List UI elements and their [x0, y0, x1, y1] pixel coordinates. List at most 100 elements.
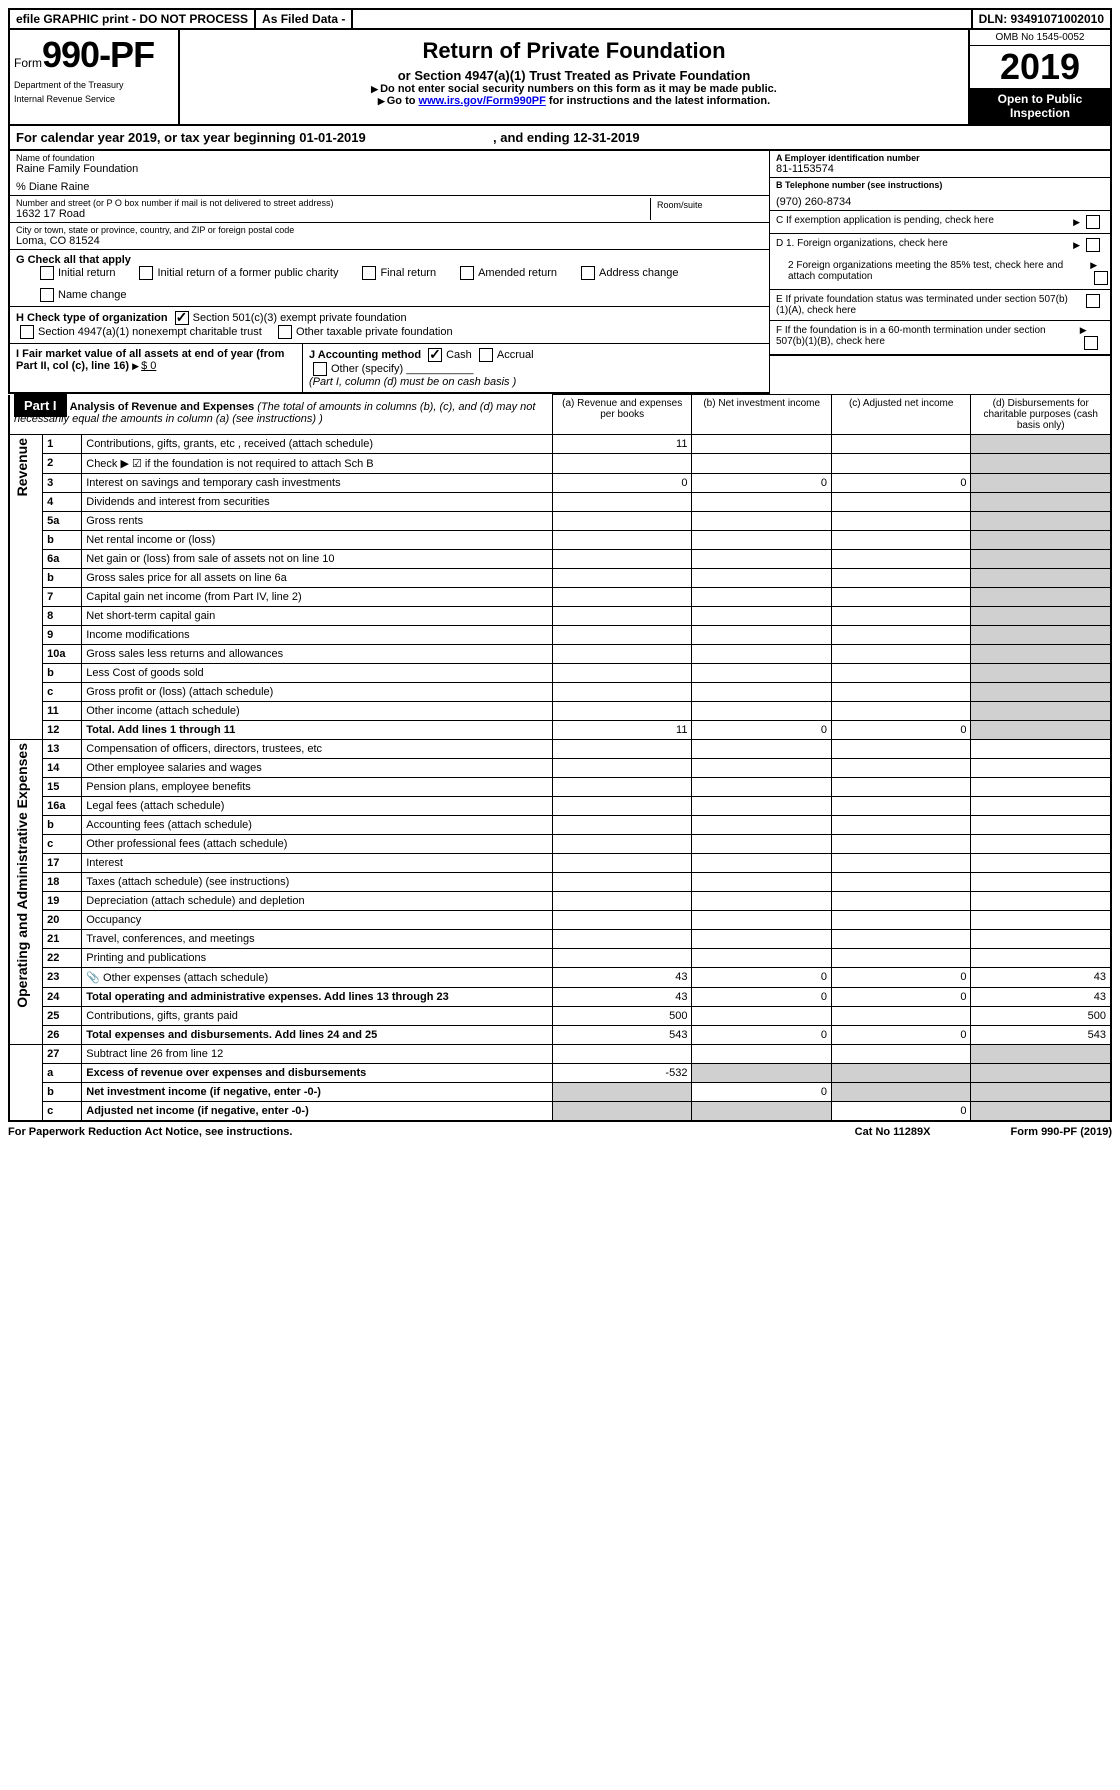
checkbox-other-taxable[interactable]: [278, 325, 292, 339]
table-cell: [552, 512, 692, 531]
table-cell: 43: [552, 988, 692, 1007]
table-cell: 43: [971, 968, 1111, 988]
row-desc: Gross sales price for all assets on line…: [82, 569, 553, 588]
table-cell: [831, 1007, 971, 1026]
row-num: c: [43, 835, 82, 854]
checkbox-f[interactable]: [1084, 336, 1098, 350]
irs-link[interactable]: www.irs.gov/Form990PF: [419, 95, 546, 107]
table-row: 21Travel, conferences, and meetings: [9, 930, 1111, 949]
row-num: b: [43, 569, 82, 588]
table-cell: [552, 797, 692, 816]
checkbox-d2[interactable]: [1094, 271, 1108, 285]
attachment-icon[interactable]: 📎: [86, 972, 100, 984]
table-cell: 0: [831, 1026, 971, 1045]
city-value: Loma, CO 81524: [16, 235, 763, 247]
row-desc: Less Cost of goods sold: [82, 664, 553, 683]
table-cell: [971, 778, 1111, 797]
row-num: 25: [43, 1007, 82, 1026]
checkbox-amended[interactable]: [460, 266, 474, 280]
table-cell: 0: [692, 721, 832, 740]
table-cell: 43: [971, 988, 1111, 1007]
checkbox-e[interactable]: [1086, 294, 1100, 308]
table-cell: [692, 1064, 832, 1083]
table-cell: 0: [692, 1026, 832, 1045]
row-num: a: [43, 1064, 82, 1083]
table-cell: [831, 1083, 971, 1102]
checkbox-cash[interactable]: [428, 348, 442, 362]
footer-right: Form 990-PF (2019): [1011, 1126, 1113, 1138]
table-cell: [831, 911, 971, 930]
dept-treasury: Department of the Treasury: [14, 80, 174, 90]
checkbox-accrual[interactable]: [479, 348, 493, 362]
table-cell: [692, 816, 832, 835]
checkbox-initial[interactable]: [40, 266, 54, 280]
table-cell: [831, 1045, 971, 1064]
table-cell: [831, 435, 971, 454]
checkbox-501c3[interactable]: [175, 311, 189, 325]
table-cell: [552, 911, 692, 930]
checkbox-c[interactable]: [1086, 215, 1100, 229]
table-cell: [692, 512, 832, 531]
table-cell: [692, 454, 832, 474]
table-cell: [692, 911, 832, 930]
row-num: 21: [43, 930, 82, 949]
checkbox-d1[interactable]: [1086, 238, 1100, 252]
table-cell: [552, 949, 692, 968]
table-cell: [971, 569, 1111, 588]
table-cell: [971, 949, 1111, 968]
table-row: 19Depreciation (attach schedule) and dep…: [9, 892, 1111, 911]
row-num: c: [43, 1102, 82, 1122]
checkbox-initial-former[interactable]: [139, 266, 153, 280]
footer-mid: Cat No 11289X: [855, 1126, 931, 1138]
checkbox-other-method[interactable]: [313, 362, 327, 376]
open-inspection: Open to Public Inspection: [970, 88, 1110, 124]
table-cell: [971, 435, 1111, 454]
row-desc: Gross profit or (loss) (attach schedule): [82, 683, 553, 702]
row-num: b: [43, 664, 82, 683]
checkbox-address[interactable]: [581, 266, 595, 280]
table-row: 9Income modifications: [9, 626, 1111, 645]
row-num: 22: [43, 949, 82, 968]
table-cell: [692, 531, 832, 550]
table-cell: [971, 740, 1111, 759]
row-desc: Interest: [82, 854, 553, 873]
table-cell: [831, 873, 971, 892]
table-cell: [831, 588, 971, 607]
part1-table: Part I Analysis of Revenue and Expenses …: [8, 394, 1112, 1122]
top-bar: efile GRAPHIC print - DO NOT PROCESS As …: [8, 8, 1112, 30]
row-desc: Net investment income (if negative, ente…: [82, 1083, 553, 1102]
table-cell: [971, 607, 1111, 626]
row-desc: Check ▶ ☑ if the foundation is not requi…: [82, 454, 553, 474]
row-desc: Depreciation (attach schedule) and deple…: [82, 892, 553, 911]
row-desc: Adjusted net income (if negative, enter …: [82, 1102, 553, 1122]
checkbox-final[interactable]: [362, 266, 376, 280]
row-num: b: [43, 816, 82, 835]
table-cell: [831, 949, 971, 968]
table-cell: [831, 816, 971, 835]
row-num: 5a: [43, 512, 82, 531]
row-num: 9: [43, 626, 82, 645]
table-cell: [971, 721, 1111, 740]
table-cell: [971, 1064, 1111, 1083]
table-cell: 543: [971, 1026, 1111, 1045]
table-row: 16aLegal fees (attach schedule): [9, 797, 1111, 816]
section-h: H Check type of organization Section 501…: [10, 307, 769, 344]
col-a-header: (a) Revenue and expenses per books: [552, 395, 692, 435]
efile-notice: efile GRAPHIC print - DO NOT PROCESS: [10, 10, 256, 28]
room-label: Room/suite: [651, 198, 763, 220]
table-cell: [971, 854, 1111, 873]
row-desc: Excess of revenue over expenses and disb…: [82, 1064, 553, 1083]
table-cell: [831, 702, 971, 721]
table-cell: 0: [552, 474, 692, 493]
row-desc: Subtract line 26 from line 12: [82, 1045, 553, 1064]
table-cell: 0: [831, 968, 971, 988]
table-row: 6aNet gain or (loss) from sale of assets…: [9, 550, 1111, 569]
table-cell: [692, 740, 832, 759]
row-desc: Pension plans, employee benefits: [82, 778, 553, 797]
checkbox-name-change[interactable]: [40, 288, 54, 302]
table-cell: 0: [692, 968, 832, 988]
table-cell: [552, 683, 692, 702]
checkbox-4947[interactable]: [20, 325, 34, 339]
table-cell: 0: [831, 1102, 971, 1122]
table-cell: [971, 531, 1111, 550]
